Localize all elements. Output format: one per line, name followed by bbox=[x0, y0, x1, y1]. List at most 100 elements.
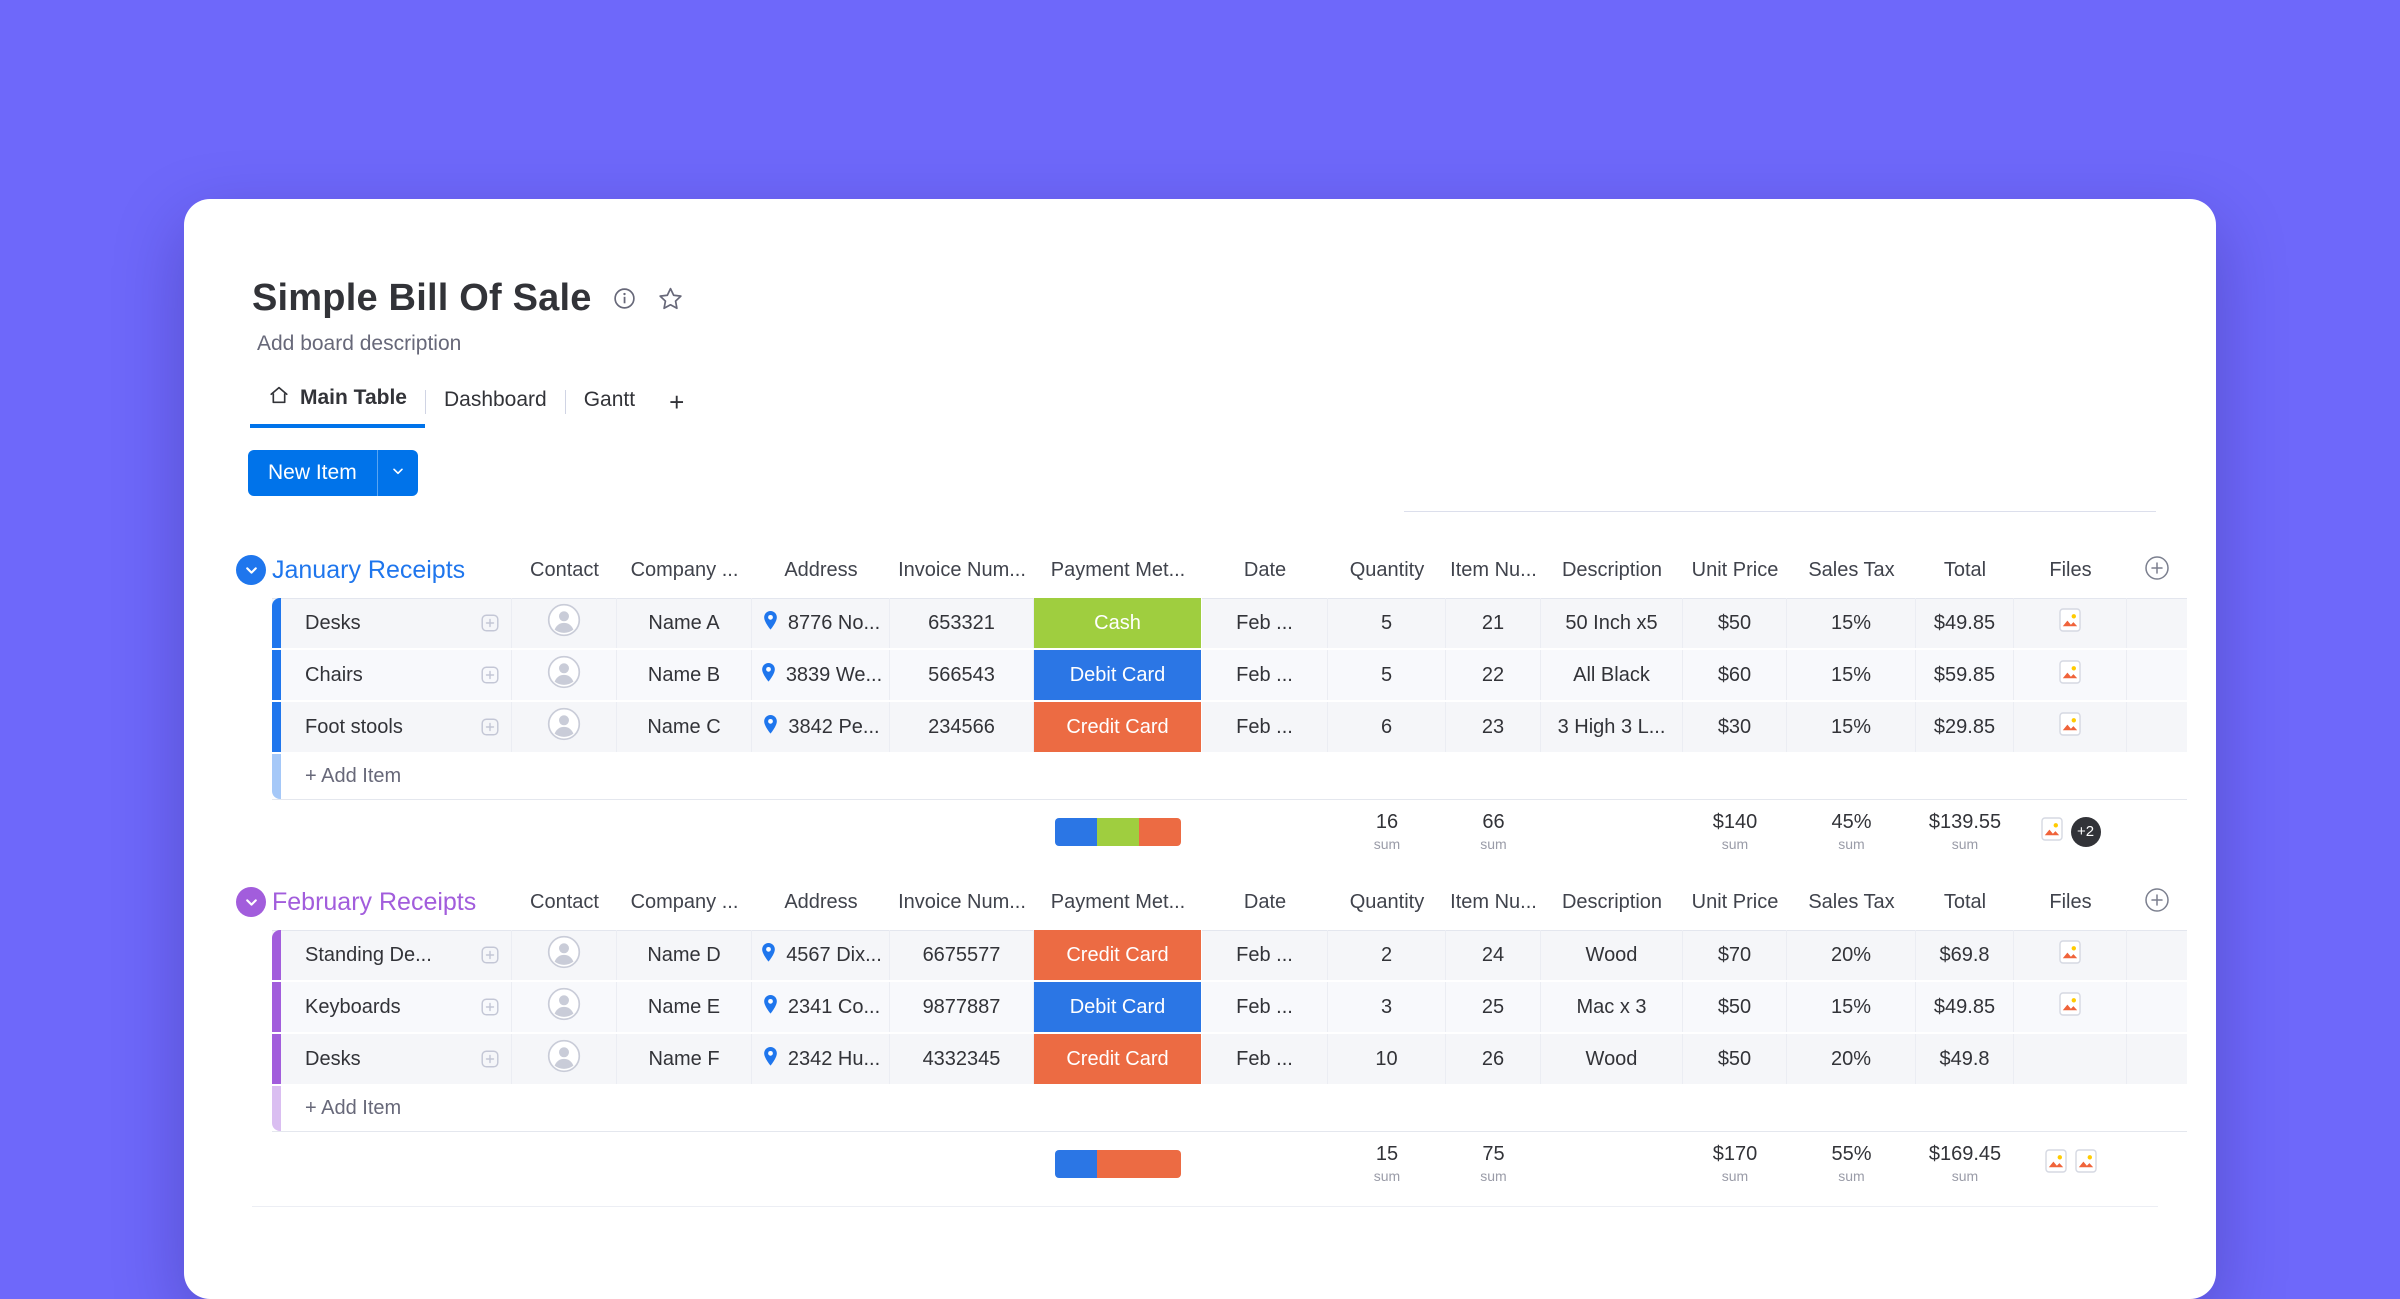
sales-tax-cell[interactable]: 20% bbox=[1787, 930, 1916, 980]
column-header[interactable]: Total bbox=[1943, 558, 1987, 581]
address-cell[interactable]: 2342 Hu... bbox=[752, 1034, 890, 1084]
company-cell[interactable]: Name C bbox=[617, 702, 752, 752]
column-header[interactable]: Invoice Num... bbox=[898, 558, 1026, 581]
total-cell[interactable]: $49.85 bbox=[1916, 982, 2014, 1032]
description-cell[interactable]: All Black bbox=[1541, 650, 1683, 700]
files-cell[interactable] bbox=[2014, 650, 2127, 700]
item-number-cell[interactable]: 22 bbox=[1446, 650, 1541, 700]
add-column-icon[interactable] bbox=[2143, 886, 2171, 919]
address-cell[interactable]: 3839 We... bbox=[752, 650, 890, 700]
column-header[interactable]: Files bbox=[2049, 890, 2092, 913]
column-header[interactable]: Sales Tax bbox=[1808, 558, 1895, 581]
tab-main-table[interactable]: Main Table bbox=[250, 374, 425, 428]
add-view-button[interactable]: + bbox=[669, 387, 685, 417]
file-icon[interactable] bbox=[2044, 1149, 2067, 1178]
unit-price-cell[interactable]: $60 bbox=[1683, 650, 1787, 700]
payment-status[interactable]: Cash bbox=[1034, 598, 1202, 648]
date-cell[interactable]: Feb ... bbox=[1202, 598, 1328, 648]
item-name[interactable]: Desks bbox=[305, 611, 361, 634]
quantity-cell[interactable]: 3 bbox=[1328, 982, 1446, 1032]
column-header[interactable]: Date bbox=[1243, 890, 1287, 913]
tab-dashboard[interactable]: Dashboard bbox=[426, 378, 565, 428]
description-cell[interactable]: Wood bbox=[1541, 930, 1683, 980]
add-subitem-icon[interactable] bbox=[479, 1048, 501, 1070]
add-subitem-icon[interactable] bbox=[479, 612, 501, 634]
star-icon[interactable] bbox=[657, 285, 684, 312]
sales-tax-cell[interactable]: 15% bbox=[1787, 598, 1916, 648]
total-cell[interactable]: $49.8 bbox=[1916, 1034, 2014, 1084]
invoice-cell[interactable]: 6675577 bbox=[890, 930, 1034, 980]
item-number-cell[interactable]: 24 bbox=[1446, 930, 1541, 980]
column-header[interactable]: Contact bbox=[530, 890, 599, 913]
unit-price-cell[interactable]: $50 bbox=[1683, 1034, 1787, 1084]
item-name-cell[interactable]: Desks bbox=[272, 1034, 512, 1084]
invoice-cell[interactable]: 566543 bbox=[890, 650, 1034, 700]
item-number-cell[interactable]: 26 bbox=[1446, 1034, 1541, 1084]
column-header[interactable]: Payment Met... bbox=[1050, 558, 1186, 581]
item-name-cell[interactable]: Desks bbox=[272, 598, 512, 648]
sales-tax-cell[interactable]: 15% bbox=[1787, 650, 1916, 700]
unit-price-cell[interactable]: $50 bbox=[1683, 982, 1787, 1032]
contact-cell[interactable] bbox=[512, 930, 617, 980]
description-cell[interactable]: Mac x 3 bbox=[1541, 982, 1683, 1032]
company-cell[interactable]: Name F bbox=[617, 1034, 752, 1084]
column-header[interactable]: Contact bbox=[530, 558, 599, 581]
payment-status[interactable]: Debit Card bbox=[1034, 650, 1202, 700]
unit-price-cell[interactable]: $70 bbox=[1683, 930, 1787, 980]
group-title[interactable]: January Receipts bbox=[272, 555, 466, 584]
quantity-cell[interactable]: 2 bbox=[1328, 930, 1446, 980]
column-header[interactable]: Quantity bbox=[1349, 890, 1425, 913]
files-count-badge[interactable]: +2 bbox=[2070, 817, 2101, 847]
contact-cell[interactable] bbox=[512, 1034, 617, 1084]
invoice-cell[interactable]: 653321 bbox=[890, 598, 1034, 648]
contact-cell[interactable] bbox=[512, 650, 617, 700]
board-description[interactable]: Add board description bbox=[257, 332, 462, 355]
add-column-icon[interactable] bbox=[2143, 554, 2171, 587]
item-name[interactable]: Keyboards bbox=[305, 995, 401, 1018]
column-header[interactable]: Unit Price bbox=[1691, 890, 1779, 913]
column-header[interactable]: Payment Met... bbox=[1050, 890, 1186, 913]
invoice-cell[interactable]: 234566 bbox=[890, 702, 1034, 752]
payment-status[interactable]: Debit Card bbox=[1034, 982, 1202, 1032]
column-header[interactable]: Unit Price bbox=[1691, 558, 1779, 581]
collapse-group-icon[interactable] bbox=[236, 555, 266, 585]
column-header[interactable]: Files bbox=[2049, 558, 2092, 581]
quantity-cell[interactable]: 5 bbox=[1328, 650, 1446, 700]
files-cell[interactable] bbox=[2014, 702, 2127, 752]
group-title[interactable]: February Receipts bbox=[272, 887, 477, 916]
column-header[interactable]: Invoice Num... bbox=[898, 890, 1026, 913]
quantity-cell[interactable]: 5 bbox=[1328, 598, 1446, 648]
date-cell[interactable]: Feb ... bbox=[1202, 702, 1328, 752]
address-cell[interactable]: 2341 Co... bbox=[752, 982, 890, 1032]
unit-price-cell[interactable]: $30 bbox=[1683, 702, 1787, 752]
column-header[interactable]: Quantity bbox=[1349, 558, 1425, 581]
date-cell[interactable]: Feb ... bbox=[1202, 650, 1328, 700]
item-name-cell[interactable]: Standing De... bbox=[272, 930, 512, 980]
item-name-cell[interactable]: Foot stools bbox=[272, 702, 512, 752]
add-subitem-icon[interactable] bbox=[479, 716, 501, 738]
address-cell[interactable]: 4567 Dix... bbox=[752, 930, 890, 980]
file-icon[interactable] bbox=[2059, 660, 2081, 690]
date-cell[interactable]: Feb ... bbox=[1202, 930, 1328, 980]
add-item-row[interactable]: + Add Item bbox=[272, 754, 2187, 800]
sales-tax-cell[interactable]: 15% bbox=[1787, 702, 1916, 752]
invoice-cell[interactable]: 4332345 bbox=[890, 1034, 1034, 1084]
company-cell[interactable]: Name A bbox=[617, 598, 752, 648]
files-cell[interactable] bbox=[2014, 1034, 2127, 1084]
new-item-dropdown[interactable] bbox=[376, 450, 418, 496]
invoice-cell[interactable]: 9877887 bbox=[890, 982, 1034, 1032]
file-icon[interactable] bbox=[2059, 940, 2081, 970]
payment-status[interactable]: Credit Card bbox=[1034, 930, 1202, 980]
description-cell[interactable]: Wood bbox=[1541, 1034, 1683, 1084]
address-cell[interactable]: 8776 No... bbox=[752, 598, 890, 648]
column-header[interactable]: Address bbox=[784, 890, 858, 913]
column-header[interactable]: Sales Tax bbox=[1808, 890, 1895, 913]
add-subitem-icon[interactable] bbox=[479, 944, 501, 966]
item-number-cell[interactable]: 25 bbox=[1446, 982, 1541, 1032]
file-icon[interactable] bbox=[2040, 817, 2063, 846]
description-cell[interactable]: 3 High 3 L... bbox=[1541, 702, 1683, 752]
column-header[interactable]: Total bbox=[1943, 890, 1987, 913]
column-header[interactable]: Company ... bbox=[630, 890, 739, 913]
description-cell[interactable]: 50 Inch x5 bbox=[1541, 598, 1683, 648]
collapse-group-icon[interactable] bbox=[236, 887, 266, 917]
